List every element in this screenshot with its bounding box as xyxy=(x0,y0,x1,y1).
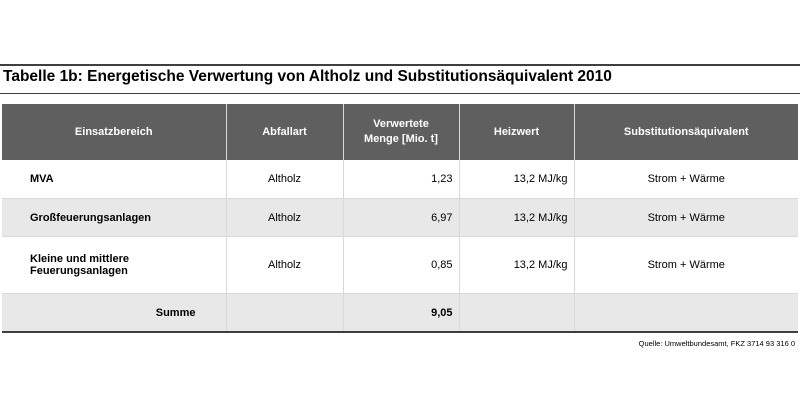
table-title: Tabelle 1b: Energetische Verwertung von … xyxy=(3,68,612,85)
summary-menge: 9,05 xyxy=(342,293,459,333)
header-menge-line2: Menge [Mio. t] xyxy=(364,133,438,145)
cell-einsatzbereich: Kleine und mittlere Feuerungsanlagen xyxy=(2,236,226,294)
header-substitution: Substitutionsäquivalent xyxy=(573,104,798,160)
cell-einsatzbereich: MVA xyxy=(2,160,226,199)
table-row: Großfeuerungsanlagen Altholz 6,97 13,2 M… xyxy=(2,198,798,237)
cell-abfallart: Altholz xyxy=(225,198,343,237)
header-menge: Verwertete Menge [Mio. t] xyxy=(342,104,459,160)
header-abfallart: Abfallart xyxy=(225,104,343,160)
cell-abfallart: Altholz xyxy=(225,236,343,294)
cell-substitution: Strom + Wärme xyxy=(573,160,798,199)
cell-heizwert: 13,2 MJ/kg xyxy=(458,236,574,294)
data-table: Einsatzbereich Abfallart Verwertete Meng… xyxy=(2,104,798,333)
cell-substitution: Strom + Wärme xyxy=(573,198,798,237)
header-menge-line1: Verwertete xyxy=(373,118,429,130)
summary-row: Summe 9,05 xyxy=(2,293,798,333)
cell-menge: 6,97 xyxy=(342,198,459,237)
table-row: MVA Altholz 1,23 13,2 MJ/kg Strom + Wärm… xyxy=(2,160,798,199)
header-heizwert: Heizwert xyxy=(458,104,574,160)
header-einsatzbereich: Einsatzbereich xyxy=(2,104,226,160)
cell-abfallart: Altholz xyxy=(225,160,343,199)
summary-empty-cell xyxy=(458,293,574,333)
source-note: Quelle: Umweltbundesamt, FKZ 3714 93 316… xyxy=(638,339,795,348)
title-rule xyxy=(0,93,800,94)
cell-einsatzbereich: Großfeuerungsanlagen xyxy=(2,198,226,237)
summary-empty-cell xyxy=(225,293,343,333)
cell-heizwert: 13,2 MJ/kg xyxy=(458,160,574,199)
summary-empty-cell xyxy=(573,293,798,333)
summary-label: Summe xyxy=(2,293,226,333)
top-rule xyxy=(0,64,800,66)
cell-substitution: Strom + Wärme xyxy=(573,236,798,294)
header-row: Einsatzbereich Abfallart Verwertete Meng… xyxy=(2,104,798,160)
cell-menge: 1,23 xyxy=(342,160,459,199)
cell-heizwert: 13,2 MJ/kg xyxy=(458,198,574,237)
cell-menge: 0,85 xyxy=(342,236,459,294)
table-row: Kleine und mittlere Feuerungsanlagen Alt… xyxy=(2,236,798,294)
